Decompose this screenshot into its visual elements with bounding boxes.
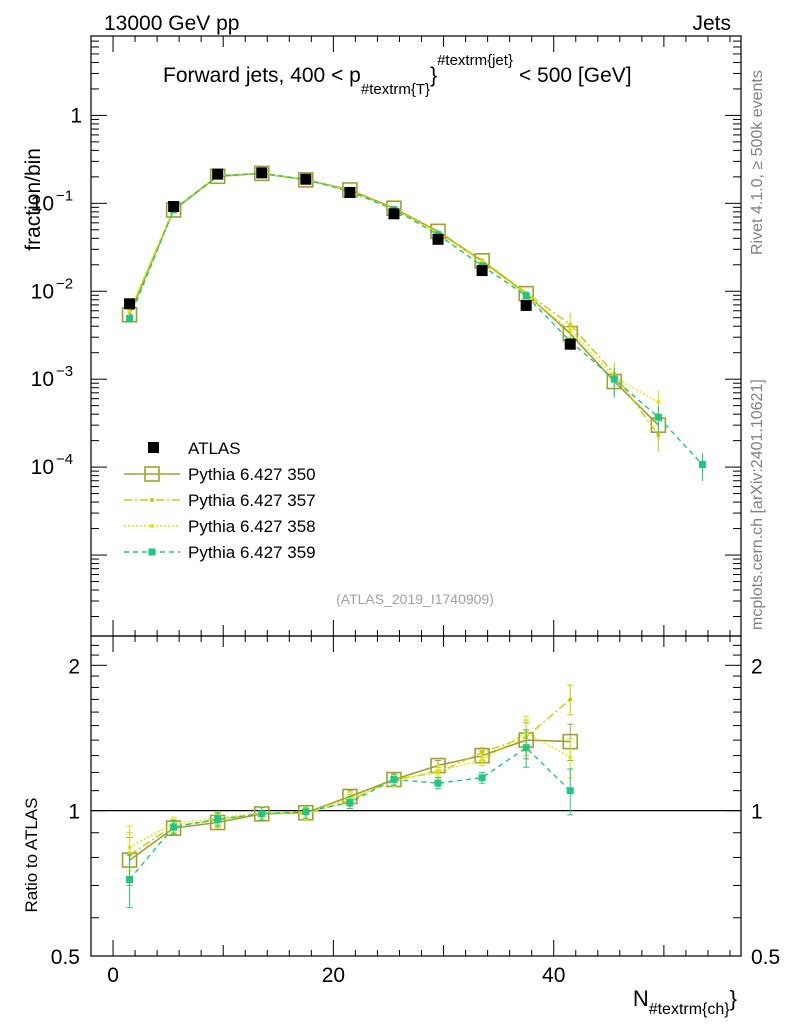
y-tick-exponent: −3: [56, 363, 73, 380]
series-point: [127, 308, 132, 313]
atlas-data-point: [124, 298, 136, 310]
mcplots-reference-label: mcplots.cern.ch [arXiv:2401.10621]: [749, 379, 766, 630]
x-tick-label: 0: [107, 964, 119, 987]
ratio-point: [522, 744, 530, 752]
atlas-data-point: [344, 186, 356, 198]
ratio-point: [302, 808, 310, 816]
atlas-data-point: [564, 338, 576, 350]
ratio-tick-label: 1: [68, 801, 80, 824]
rivet-version-label: Rivet 4.1.0, ≥ 500k events: [749, 70, 766, 255]
atlas-data-point: [432, 233, 444, 245]
header-jets-label: Jets: [692, 12, 731, 35]
plot-title: Forward jets, 400 < p#textrm{T}}#textrm{…: [163, 52, 632, 98]
y-tick-label: 10: [31, 192, 54, 215]
header-energy-label: 13000 GeV pp: [104, 12, 239, 35]
series-point: [610, 375, 618, 383]
series-point: [298, 172, 314, 188]
series-point: [656, 433, 661, 438]
ratio-point: [126, 876, 134, 884]
y-tick-label: 1: [70, 104, 82, 127]
y-tick-label: 10: [31, 456, 54, 479]
atlas-data-point: [300, 173, 312, 185]
ratio-point: [127, 845, 132, 850]
ratio-tick-label-right: 0.5: [751, 946, 780, 969]
ratio-panel-frame: [90, 635, 742, 957]
y-tick-exponent: −2: [56, 275, 73, 292]
legend-entry: Pythia 6.427 350: [188, 465, 316, 484]
ratio-point: [390, 776, 398, 784]
legend-marker: [144, 466, 160, 482]
legend-entry: Pythia 6.427 359: [188, 543, 316, 562]
atlas-data-point: [520, 299, 532, 311]
series-point: [126, 314, 134, 322]
ratio-tick-label: 0.5: [51, 946, 80, 969]
ratio-point: [480, 758, 485, 763]
y-tick-label: 10: [31, 368, 54, 391]
atlas-data-point: [256, 167, 268, 179]
y-tick-label: 10: [31, 280, 54, 303]
ratio-point: [478, 774, 486, 782]
ratio-point: [568, 697, 573, 702]
y-axis-title-ratio: Ratio to ATLAS: [22, 798, 41, 913]
x-axis-title: N#textrm{ch}}: [633, 986, 737, 1018]
ratio-line: [129, 698, 571, 856]
legend-entry: Pythia 6.427 358: [188, 517, 316, 536]
x-tick-label: 40: [542, 964, 565, 987]
y-axis-title-main: fraction/bin: [22, 148, 45, 251]
legend-atlas-marker: [148, 442, 159, 453]
ratio-point: [170, 823, 178, 831]
ratio-tick-label-right: 2: [751, 655, 763, 678]
series-line: [128, 172, 703, 465]
ratio-point: [436, 768, 441, 773]
legend-entry: ATLAS: [188, 439, 241, 458]
ratio-tick-label-right: 1: [751, 801, 763, 824]
atlas-data-point: [388, 208, 400, 220]
legend-entry: Pythia 6.427 357: [188, 491, 316, 510]
atlas-data-point: [476, 265, 488, 277]
atlas-data-point: [212, 168, 224, 180]
y-tick-exponent: −1: [56, 187, 73, 204]
ratio-point: [566, 787, 574, 795]
ratio-point: [480, 750, 485, 755]
series-point: [522, 292, 530, 300]
ratio-point: [258, 810, 266, 818]
legend-marker: [148, 548, 156, 556]
series-point: [568, 328, 573, 333]
x-tick-label: 20: [322, 964, 345, 987]
ratio-point: [214, 815, 222, 823]
series-point: [656, 400, 661, 405]
ratio-line: [129, 746, 571, 880]
ratio-point: [346, 798, 354, 806]
y-tick-exponent: −4: [56, 451, 73, 468]
series-point: [698, 461, 706, 469]
series-point: [654, 413, 662, 421]
ratio-point: [568, 755, 573, 760]
ratio-point: [434, 779, 442, 787]
atlas-data-point: [168, 201, 180, 213]
legend-marker: [150, 498, 154, 502]
analysis-watermark: (ATLAS_2019_I1740909): [336, 591, 494, 607]
legend-marker: [150, 524, 154, 528]
ratio-tick-label: 2: [68, 655, 80, 678]
